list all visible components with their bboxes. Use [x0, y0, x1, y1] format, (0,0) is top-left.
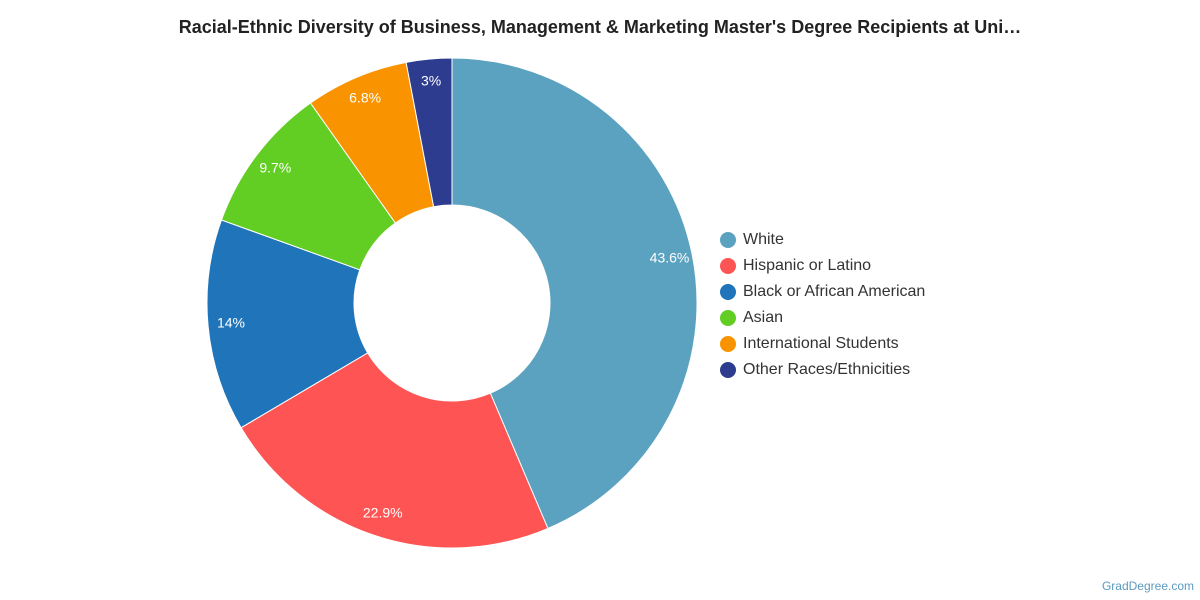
legend-item[interactable]: White	[720, 227, 925, 253]
slice-white[interactable]	[451, 57, 698, 530]
legend-swatch	[720, 232, 736, 248]
legend-swatch	[720, 310, 736, 326]
legend-label: Other Races/Ethnicities	[743, 361, 911, 378]
legend-item[interactable]: Hispanic or Latino	[720, 253, 925, 279]
chart-legend: White Hispanic or Latino Black or African …	[720, 227, 925, 383]
slice-label: 14%	[217, 315, 245, 331]
legend-swatch	[720, 336, 736, 352]
legend-item[interactable]: Black or African American	[720, 279, 925, 305]
legend-item[interactable]: International Students	[720, 331, 925, 357]
legend-swatch	[720, 258, 736, 274]
slice-label: 6.8%	[349, 89, 381, 105]
slice-label: 3%	[421, 73, 441, 89]
legend-swatch	[720, 362, 736, 378]
legend-label: Hispanic or Latino	[743, 257, 872, 274]
legend-item[interactable]: Asian	[720, 305, 925, 331]
legend-label: White	[743, 231, 784, 248]
slice-label: 43.6%	[650, 249, 690, 265]
legend-swatch	[720, 284, 736, 300]
legend-label: International Students	[743, 335, 899, 352]
legend-item[interactable]: Other Races/Ethnicities	[720, 357, 925, 383]
slice-other-races-ethnicities[interactable]	[405, 57, 453, 208]
slice-hispanic-or-latino[interactable]	[240, 352, 549, 549]
site-credit[interactable]: GradDegree.com	[1101, 579, 1194, 593]
slice-label: 9.7%	[259, 159, 291, 175]
legend-label: Asian	[743, 309, 784, 326]
legend-label: Black or African American	[743, 283, 926, 300]
slice-black-or-african-american[interactable]	[206, 219, 369, 429]
chart-title: Racial-Ethnic Diversity of Business, Man…	[178, 17, 1022, 37]
slice-label: 22.9%	[363, 505, 403, 521]
